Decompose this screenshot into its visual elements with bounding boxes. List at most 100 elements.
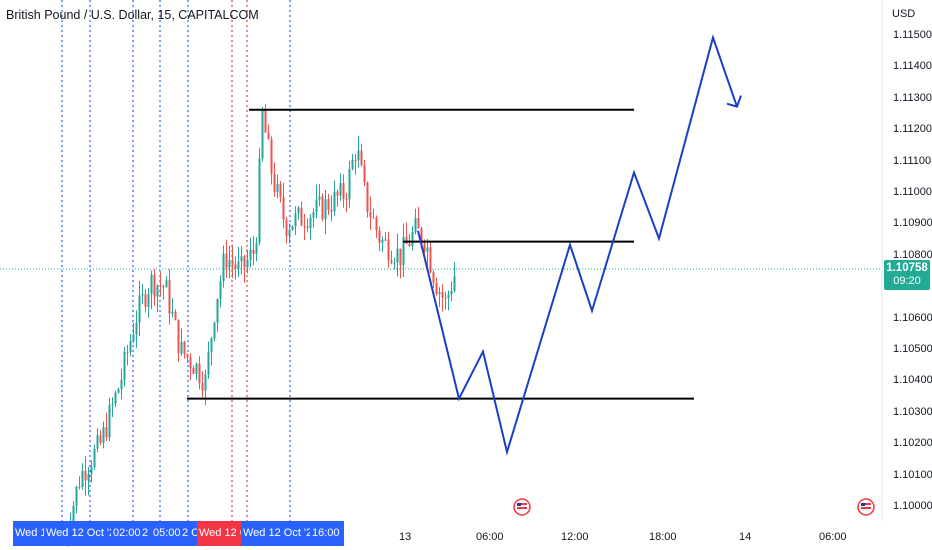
candle-body: [243, 256, 246, 268]
candle-body: [186, 354, 189, 358]
candle-body: [447, 294, 450, 299]
price-axis-label: 1.11200: [893, 123, 932, 136]
chart-title[interactable]: British Pound / U.S. Dollar, 15, CAPITAL…: [6, 8, 259, 22]
candle-body: [375, 217, 378, 231]
candle-body: [216, 299, 219, 323]
candle-body: [201, 383, 204, 391]
candle-body: [249, 249, 252, 260]
candle-body: [423, 243, 426, 252]
candle-body: [237, 261, 240, 269]
candle-body: [321, 196, 324, 220]
candle-body: [300, 207, 303, 226]
candle-body: [252, 249, 255, 255]
candle-body: [414, 217, 417, 233]
price-axis-label: 1.10500: [893, 343, 932, 355]
time-axis-label: 06:00: [476, 531, 504, 543]
candle-body: [213, 322, 216, 339]
time-axis-marker-tag: 2 C: [180, 521, 201, 546]
price-axis-label: 1.11100: [893, 154, 932, 167]
time-axis-marker-tag: 05:00: [151, 521, 184, 546]
time-axis-marker-tag: Wed 12 O: [197, 521, 248, 546]
candle-body: [264, 109, 267, 133]
candle-body: [189, 357, 192, 369]
candle-body: [240, 256, 243, 262]
candle-body: [363, 165, 366, 183]
candle-body: [399, 248, 402, 266]
candle-body: [282, 196, 285, 220]
candle-body: [405, 236, 408, 244]
candle-body: [309, 217, 312, 229]
candle-body: [162, 286, 165, 288]
candle-body: [369, 211, 372, 218]
candle-body: [210, 338, 213, 352]
candle-body: [372, 217, 375, 219]
candle-body: [342, 183, 345, 199]
candle-body: [135, 322, 138, 335]
flag-canton: [861, 503, 865, 506]
flag-stripe: [861, 507, 871, 509]
candle-body: [111, 403, 114, 406]
candle-body: [360, 150, 363, 166]
price-axis-label: 1.10600: [893, 311, 932, 324]
time-axis-label: 13: [399, 531, 412, 543]
candle-body: [183, 341, 186, 355]
price-axis-label: 1.10000: [893, 500, 932, 512]
currency-label: USD: [892, 8, 916, 20]
candle-body: [324, 199, 327, 220]
candle-body: [420, 228, 423, 244]
candle-body: [354, 159, 357, 161]
candle-body: [153, 274, 156, 297]
current-price-badge: 1.10758 09:20: [884, 260, 930, 290]
current-price-value: 1.10758: [886, 262, 928, 274]
candle-body: [273, 174, 276, 193]
candle-body: [72, 505, 75, 527]
time-axis-label: 18:00: [649, 531, 677, 543]
candle-body: [378, 230, 381, 243]
candle-body: [288, 229, 291, 236]
candle-body: [417, 217, 420, 229]
candle-body: [402, 236, 405, 266]
candle-body: [333, 191, 336, 212]
candle-body: [156, 285, 159, 297]
candle-body: [261, 109, 264, 159]
candle-body: [144, 294, 147, 307]
candle-body: [84, 470, 87, 481]
candle-body: [138, 295, 141, 323]
candle-body: [387, 239, 390, 261]
candle-body: [318, 196, 321, 200]
candle-body: [174, 311, 177, 320]
candle-body: [147, 293, 150, 307]
candle-body: [381, 239, 384, 243]
candle-body: [204, 374, 207, 391]
time-axis-label: 12:00: [561, 531, 589, 543]
candle-body: [312, 212, 315, 218]
candle-body: [270, 139, 273, 175]
candle-body: [99, 435, 102, 443]
bar-countdown: 09:20: [893, 275, 921, 287]
candle-body: [195, 363, 198, 374]
candle-body: [330, 210, 333, 212]
candle-body: [231, 260, 234, 265]
candle-body: [426, 247, 429, 252]
candle-body: [408, 243, 411, 247]
candle-body: [285, 219, 288, 236]
flag-canton: [517, 503, 521, 506]
candle-body: [90, 467, 93, 474]
candle-body: [357, 150, 360, 161]
candle-body: [393, 262, 396, 264]
candle-body: [171, 311, 174, 314]
candle-body: [306, 226, 309, 229]
projection-arrowhead: [726, 95, 742, 108]
time-axis-marker-tag: 02:00: [111, 521, 144, 546]
candle-body: [246, 259, 249, 268]
price-axis-label: 1.10200: [893, 437, 932, 450]
candle-body: [411, 232, 414, 247]
candle-body: [165, 280, 168, 288]
time-axis-label: 14: [739, 531, 752, 543]
price-axis-label: 1.10400: [893, 374, 932, 387]
candle-body: [315, 199, 318, 213]
candle-body: [123, 351, 126, 380]
candle-body: [348, 169, 351, 200]
candle-body: [93, 448, 96, 468]
